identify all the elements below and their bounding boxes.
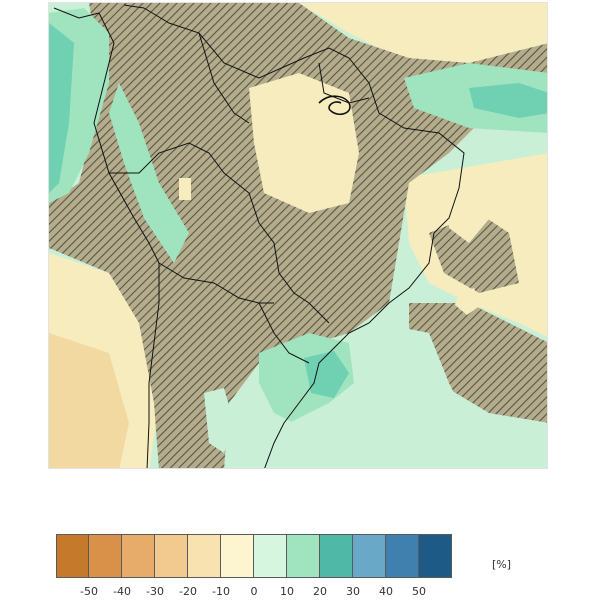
tan-region-amazon xyxy=(249,73,359,213)
green-patch-argentina xyxy=(204,388,234,453)
tan-region-northeast-coast xyxy=(449,183,494,243)
colorbar-swatch xyxy=(122,534,155,578)
colorbar-swatch xyxy=(254,534,287,578)
green-strip-andes xyxy=(109,83,189,263)
colorbar-swatch xyxy=(386,534,419,578)
colorbar-tick-label: -30 xyxy=(146,585,164,598)
orange-tan-region xyxy=(49,333,129,468)
hatched-region-east xyxy=(429,213,519,293)
colorbar-swatch xyxy=(155,534,188,578)
colorbar-swatch xyxy=(287,534,320,578)
colorbar-frame xyxy=(56,534,452,578)
colorbar-tick-label: -50 xyxy=(80,585,98,598)
tan-patch-southeast xyxy=(455,288,481,315)
colorbar-unit-label: [%] xyxy=(492,558,512,571)
map-panel xyxy=(48,2,548,469)
tan-patch-small xyxy=(179,178,191,200)
colorbar-tick-label: 50 xyxy=(412,585,426,598)
hatched-region-southeast xyxy=(409,303,547,423)
teal-patch-north-atlantic xyxy=(469,83,547,118)
colorbar-tick-label: 30 xyxy=(346,585,360,598)
tan-region-north xyxy=(299,3,547,63)
precipitation-change-map xyxy=(49,3,547,468)
colorbar-swatch xyxy=(221,534,254,578)
colorbar-swatch xyxy=(56,534,89,578)
hatched-significance-region xyxy=(49,3,547,468)
colorbar-swatch xyxy=(188,534,221,578)
colorbar-tick-label: 0 xyxy=(250,585,258,598)
teal-region-south xyxy=(304,351,349,398)
colorbar-tick-label: 40 xyxy=(379,585,393,598)
colorbar-swatch xyxy=(320,534,353,578)
colorbar-tick-label: -20 xyxy=(179,585,197,598)
colorbar-swatch xyxy=(89,534,122,578)
coastlines xyxy=(53,4,465,468)
colorbar-tick-label: -40 xyxy=(113,585,131,598)
teal-region-coast xyxy=(49,23,74,193)
light-green-south-atlantic xyxy=(279,323,547,468)
colorbar-tick-label: 20 xyxy=(313,585,327,598)
amazon-delta xyxy=(318,95,351,115)
colorbar-tick-label: 10 xyxy=(280,585,294,598)
colorbar-tick-label: -10 xyxy=(212,585,230,598)
colorbar-swatch xyxy=(353,534,386,578)
